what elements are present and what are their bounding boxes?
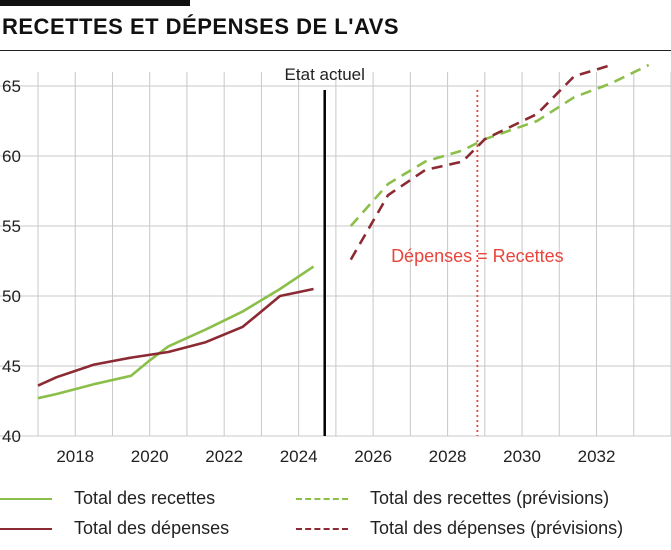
legend-item-recettes-previsions: Total des recettes (prévisions) xyxy=(296,488,609,509)
y-tick-label: 50 xyxy=(2,287,21,306)
x-tick-label: 2030 xyxy=(503,447,541,466)
legend-swatch-recettes xyxy=(0,497,52,500)
legend-swatch-depenses xyxy=(0,527,52,530)
y-tick-label: 60 xyxy=(2,147,21,166)
legend-swatch-recettes-previsions xyxy=(296,497,348,500)
line-chart: Etat actuel Dépenses = Recettes 40 45 50 55 6… xyxy=(0,63,671,466)
chart-legend: Total des recettes Total des recettes (p… xyxy=(0,480,671,546)
y-tick-label: 55 xyxy=(2,217,21,236)
legend-label-depenses-previsions: Total des dépenses (prévisions) xyxy=(370,518,624,538)
legend-label-depenses: Total des dépenses xyxy=(74,518,230,538)
legend-item-recettes: Total des recettes xyxy=(0,488,215,509)
legend-label-recettes: Total des recettes xyxy=(74,488,216,508)
chart-title: RECETTES ET DÉPENSES DE L'AVS xyxy=(2,14,400,39)
x-tick-label: 2022 xyxy=(205,447,243,466)
x-tick-label: 2020 xyxy=(131,447,169,466)
x-tick-label: 2032 xyxy=(578,447,616,466)
legend-swatch-depenses-previsions xyxy=(296,527,348,530)
y-tick-label: 45 xyxy=(2,357,21,376)
vertical-markers: Etat actuel Dépenses = Recettes xyxy=(285,65,564,436)
legend-item-depenses-previsions: Total des dépenses (prévisions) xyxy=(296,518,623,539)
current-state-label: Etat actuel xyxy=(285,65,365,84)
legend-label-recettes-previsions: Total des recettes (prévisions) xyxy=(370,488,610,508)
y-tick-label: 40 xyxy=(2,427,21,446)
series-recettes-previsions-line xyxy=(349,63,650,227)
breakeven-label: Dépenses = Recettes xyxy=(391,246,564,266)
x-tick-label: 2026 xyxy=(354,447,392,466)
x-tick-label: 2018 xyxy=(56,447,94,466)
chart-series xyxy=(37,63,650,400)
x-tick-label: 2024 xyxy=(280,447,318,466)
series-depenses-previsions-line xyxy=(349,63,612,261)
title-accent-bar xyxy=(0,0,190,6)
x-axis-ticks: 2018 2020 2022 2024 2026 2028 2030 2032 xyxy=(56,447,615,466)
x-tick-label: 2028 xyxy=(429,447,467,466)
series-depenses-line xyxy=(37,287,314,387)
title-divider xyxy=(0,50,671,51)
chart-grid xyxy=(0,72,671,437)
legend-item-depenses: Total des dépenses xyxy=(0,518,229,539)
series-recettes-line xyxy=(37,265,315,400)
y-tick-label: 65 xyxy=(2,77,21,96)
y-axis-ticks: 40 45 50 55 60 65 xyxy=(2,77,21,446)
